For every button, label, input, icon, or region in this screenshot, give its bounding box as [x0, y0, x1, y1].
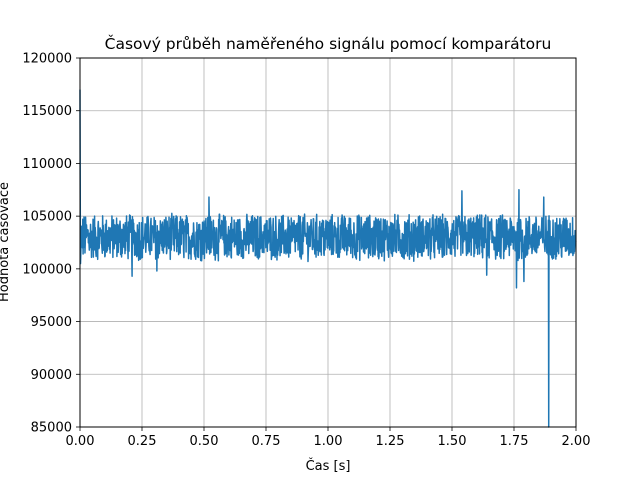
chart-title: Časový průběh naměřeného signálu pomocí … — [105, 34, 552, 53]
x-tick-label: 1.75 — [500, 434, 529, 449]
x-tick-label: 0.00 — [66, 434, 95, 449]
x-tick-label: 0.25 — [128, 434, 157, 449]
x-tick-label: 1.25 — [376, 434, 405, 449]
y-tick-label: 90000 — [31, 368, 72, 383]
y-tick-label: 100000 — [22, 262, 72, 277]
y-tick-label: 95000 — [31, 315, 72, 330]
y-tick-label: 120000 — [22, 52, 72, 67]
y-tick-label: 110000 — [22, 157, 72, 172]
plot-frame — [79, 57, 577, 428]
x-tick-label: 2.00 — [562, 434, 591, 449]
y-tick-label: 105000 — [22, 210, 72, 225]
signal-series-line — [79, 89, 577, 428]
x-tick-label: 0.75 — [252, 434, 281, 449]
x-tick-label: 0.50 — [190, 434, 219, 449]
x-axis-label: Čas [s] — [306, 458, 351, 474]
y-tick-label: 85000 — [31, 421, 72, 436]
x-tick-label: 1.50 — [438, 434, 467, 449]
y-tick-label: 115000 — [22, 104, 72, 119]
y-axis-label: Hodnota časovače — [0, 182, 12, 302]
plot-area — [79, 89, 577, 428]
axis-ticks: 0.00 0.25 0.50 0.75 1.00 1.25 1.50 1.75 2.00 8500… — [22, 52, 590, 450]
x-tick-label: 1.00 — [314, 434, 343, 449]
